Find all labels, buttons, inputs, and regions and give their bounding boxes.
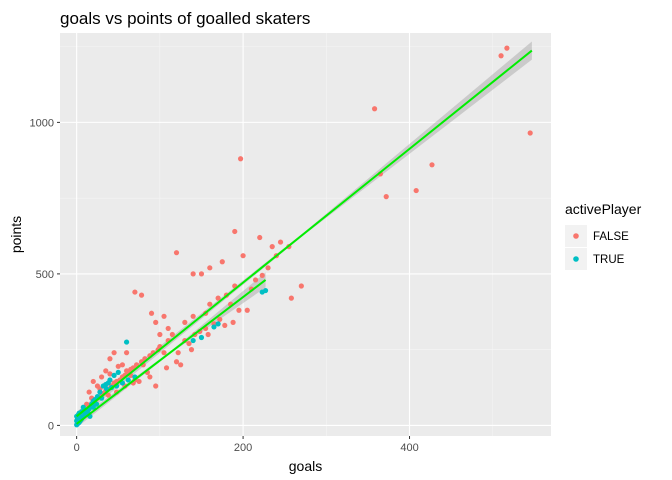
legend-label-false: FALSE xyxy=(593,231,629,243)
fit-line-false xyxy=(76,49,533,418)
point-false xyxy=(90,378,96,385)
legend-title: activePlayer xyxy=(565,201,642,217)
point-true xyxy=(100,383,106,389)
fit-line-true xyxy=(76,279,267,425)
point-false xyxy=(103,368,109,374)
point-false xyxy=(84,401,90,407)
point-false xyxy=(498,53,504,59)
point-false xyxy=(205,331,211,338)
y-axis-title: points xyxy=(8,216,24,253)
point-false xyxy=(277,239,284,245)
point-false xyxy=(257,234,263,241)
point-false xyxy=(371,106,378,112)
point-false xyxy=(105,392,111,398)
grid-major xyxy=(60,33,551,436)
axis-ticks: 0 200 400 0 500 1000 xyxy=(30,117,419,454)
point-true xyxy=(111,372,117,378)
point-false xyxy=(107,371,113,377)
point-false xyxy=(161,313,167,319)
point-false xyxy=(132,289,138,295)
point-true xyxy=(211,324,217,330)
point-false xyxy=(232,228,238,235)
chart-title: goals vs points of goalled skaters xyxy=(60,9,310,28)
point-true xyxy=(198,334,205,341)
point-false xyxy=(207,301,213,307)
x-tick-label: 200 xyxy=(234,442,252,454)
point-false xyxy=(138,292,145,298)
x-tick-label: 400 xyxy=(400,442,418,454)
legend: FALSE TRUE xyxy=(565,225,629,270)
point-false xyxy=(178,362,184,368)
point-false xyxy=(237,156,244,162)
point-true xyxy=(125,377,131,383)
point-true xyxy=(94,401,100,407)
point-true xyxy=(215,321,221,327)
point-false xyxy=(119,362,126,368)
point-false xyxy=(165,325,171,332)
point-false xyxy=(182,319,188,325)
point-false xyxy=(504,45,510,51)
point-false xyxy=(190,271,196,277)
point-false xyxy=(252,277,259,283)
point-true xyxy=(115,369,121,375)
grid-minor xyxy=(60,33,551,436)
point-false xyxy=(147,374,153,380)
point-false xyxy=(190,313,196,319)
point-false xyxy=(186,340,192,347)
point-false xyxy=(169,331,175,338)
point-false xyxy=(207,265,213,271)
point-false xyxy=(123,350,130,356)
point-false xyxy=(153,319,159,325)
x-tick-label: 0 xyxy=(74,442,80,454)
point-false xyxy=(198,271,205,277)
point-false xyxy=(99,374,105,380)
point-false xyxy=(163,365,170,371)
point-false xyxy=(115,363,121,369)
point-false xyxy=(413,187,419,194)
point-false xyxy=(173,250,180,256)
point-true xyxy=(90,404,96,410)
y-tick-label: 0 xyxy=(48,420,54,432)
point-false xyxy=(123,368,130,374)
point-false xyxy=(230,319,236,325)
point-false xyxy=(383,194,389,200)
point-true xyxy=(123,339,130,345)
point-false xyxy=(288,295,294,301)
fit-lines xyxy=(76,49,533,425)
y-tick-label: 500 xyxy=(36,269,54,281)
point-false xyxy=(236,307,242,313)
x-axis-title: goals xyxy=(289,458,322,474)
point-false xyxy=(148,310,155,316)
point-true xyxy=(190,337,196,344)
point-false xyxy=(215,295,221,301)
point-true xyxy=(259,289,265,295)
legend-label-true: TRUE xyxy=(593,254,625,266)
point-false xyxy=(269,244,275,250)
point-false xyxy=(298,283,304,289)
point-false xyxy=(175,350,181,356)
point-false xyxy=(259,272,265,279)
point-false xyxy=(219,259,225,265)
point-true xyxy=(97,389,103,395)
legend-swatch-false xyxy=(573,233,579,239)
point-false xyxy=(86,389,92,395)
point-false xyxy=(111,350,117,356)
point-false xyxy=(222,322,228,329)
point-false xyxy=(217,316,223,322)
point-false xyxy=(161,350,167,356)
point-false xyxy=(429,162,435,168)
point-false xyxy=(153,383,159,389)
point-false xyxy=(136,378,142,385)
point-false xyxy=(157,331,163,338)
point-false xyxy=(173,359,180,365)
point-false xyxy=(107,356,113,362)
legend-swatch-true xyxy=(573,256,579,262)
point-false xyxy=(265,265,271,271)
y-tick-label: 1000 xyxy=(30,117,54,129)
point-false xyxy=(188,347,195,353)
point-false xyxy=(244,307,250,313)
point-false xyxy=(240,253,246,259)
point-false xyxy=(527,130,533,136)
